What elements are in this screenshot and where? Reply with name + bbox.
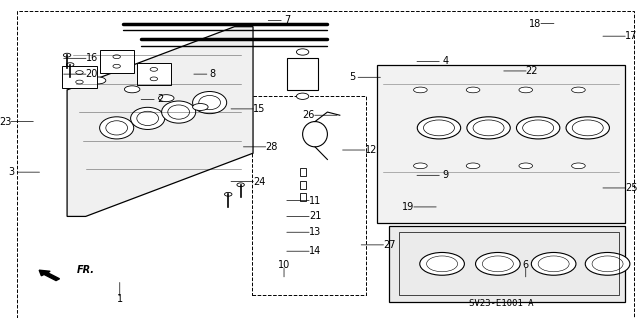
Ellipse shape: [63, 53, 71, 57]
Ellipse shape: [473, 120, 504, 136]
Ellipse shape: [76, 70, 83, 74]
Ellipse shape: [420, 252, 465, 275]
FancyArrow shape: [39, 270, 60, 280]
Ellipse shape: [137, 111, 159, 125]
Ellipse shape: [303, 122, 328, 147]
Text: 10: 10: [278, 260, 290, 271]
Ellipse shape: [519, 163, 532, 169]
Ellipse shape: [113, 55, 120, 59]
Ellipse shape: [519, 87, 532, 93]
Bar: [252, 96, 367, 295]
Ellipse shape: [523, 120, 554, 136]
Ellipse shape: [413, 87, 428, 93]
Text: 8: 8: [210, 69, 216, 79]
Text: 1: 1: [116, 293, 123, 304]
Ellipse shape: [67, 63, 74, 67]
Text: 22: 22: [525, 66, 538, 76]
Text: 13: 13: [309, 227, 321, 237]
Ellipse shape: [76, 80, 83, 84]
Bar: [300, 168, 306, 176]
Ellipse shape: [100, 117, 134, 139]
Text: FR.: FR.: [76, 265, 94, 275]
Text: 7: 7: [284, 15, 291, 26]
Text: SV23-E1001 A: SV23-E1001 A: [468, 299, 533, 308]
Bar: [137, 63, 171, 85]
Ellipse shape: [476, 252, 520, 275]
Ellipse shape: [538, 256, 569, 272]
Ellipse shape: [467, 163, 480, 169]
Ellipse shape: [150, 77, 157, 81]
Ellipse shape: [159, 95, 174, 102]
Ellipse shape: [516, 117, 560, 139]
Ellipse shape: [467, 87, 480, 93]
Bar: [399, 232, 619, 295]
Bar: [287, 58, 318, 90]
Text: 15: 15: [253, 104, 266, 114]
Ellipse shape: [162, 101, 196, 123]
Text: 6: 6: [523, 260, 529, 271]
Bar: [100, 50, 134, 72]
Ellipse shape: [106, 121, 127, 135]
Ellipse shape: [168, 105, 189, 119]
Ellipse shape: [199, 95, 221, 110]
Text: 5: 5: [349, 72, 355, 82]
Text: 19: 19: [402, 202, 414, 212]
Text: 3: 3: [8, 167, 14, 177]
Ellipse shape: [572, 120, 604, 136]
Bar: [300, 181, 306, 189]
Text: 21: 21: [309, 211, 321, 221]
Text: 26: 26: [303, 110, 315, 120]
Bar: [63, 66, 97, 88]
Ellipse shape: [424, 120, 454, 136]
Text: 24: 24: [253, 177, 266, 187]
Ellipse shape: [413, 163, 428, 169]
Text: 20: 20: [86, 69, 98, 79]
Ellipse shape: [150, 68, 157, 71]
Text: 4: 4: [442, 56, 448, 66]
Ellipse shape: [592, 256, 623, 272]
Ellipse shape: [237, 183, 244, 187]
Ellipse shape: [225, 192, 232, 196]
Ellipse shape: [193, 92, 227, 114]
Ellipse shape: [193, 104, 208, 110]
Ellipse shape: [296, 49, 309, 55]
Text: 16: 16: [86, 53, 98, 63]
Text: 17: 17: [625, 31, 637, 41]
Ellipse shape: [427, 256, 458, 272]
Text: 12: 12: [365, 145, 377, 155]
Ellipse shape: [572, 87, 585, 93]
Polygon shape: [389, 226, 625, 302]
Bar: [300, 194, 306, 201]
Text: 14: 14: [309, 246, 321, 256]
Text: 11: 11: [309, 196, 321, 206]
Text: 2: 2: [157, 94, 163, 104]
Ellipse shape: [417, 117, 461, 139]
Ellipse shape: [113, 64, 120, 68]
Ellipse shape: [90, 77, 106, 84]
Text: 28: 28: [266, 142, 278, 152]
Ellipse shape: [531, 252, 576, 275]
Text: 23: 23: [0, 116, 12, 127]
Text: 27: 27: [383, 240, 396, 250]
Ellipse shape: [572, 163, 585, 169]
Ellipse shape: [566, 117, 609, 139]
Text: 9: 9: [442, 170, 448, 180]
Polygon shape: [67, 27, 253, 216]
Text: 25: 25: [625, 183, 637, 193]
Ellipse shape: [585, 252, 630, 275]
Ellipse shape: [467, 117, 510, 139]
Ellipse shape: [296, 93, 309, 100]
Ellipse shape: [483, 256, 513, 272]
Ellipse shape: [124, 86, 140, 93]
Polygon shape: [377, 65, 625, 223]
Ellipse shape: [131, 107, 164, 130]
Text: 18: 18: [529, 19, 541, 28]
